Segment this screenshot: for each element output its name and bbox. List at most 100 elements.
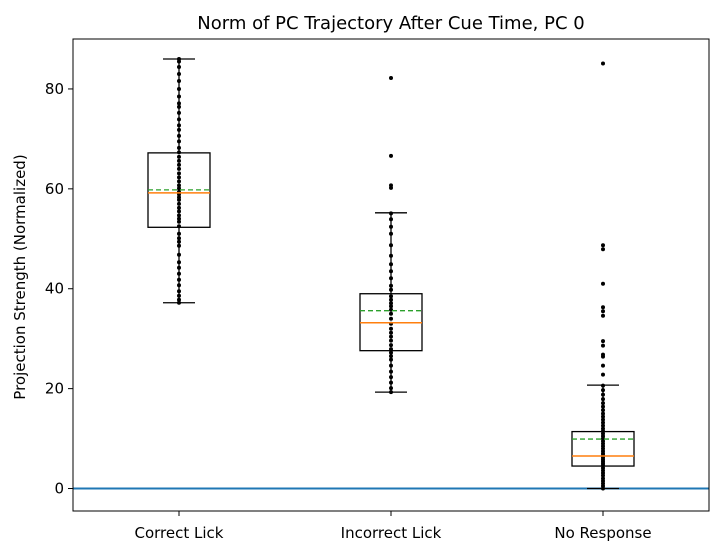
data-point <box>389 283 393 288</box>
data-point <box>177 239 181 244</box>
data-point <box>177 154 181 159</box>
data-point <box>601 476 605 481</box>
data-point <box>601 305 605 310</box>
data-point <box>177 133 181 138</box>
data-point <box>177 104 181 109</box>
chart-title: Norm of PC Trajectory After Cue Time, PC… <box>197 13 584 34</box>
data-point <box>601 388 605 393</box>
data-point <box>601 417 605 422</box>
data-point <box>389 316 393 321</box>
data-point <box>389 343 393 348</box>
data-point <box>389 183 393 188</box>
data-point <box>177 293 181 298</box>
y-tick-label: 80 <box>45 80 64 98</box>
data-point <box>389 211 393 216</box>
data-point <box>601 313 605 318</box>
data-point <box>177 71 181 76</box>
x-tick-label: Incorrect Lick <box>341 524 442 542</box>
data-point <box>601 247 605 252</box>
data-point <box>601 426 605 431</box>
axes: 0 20 40 60 80 Correct Lick Incorrect Lick No Re… <box>45 38 710 542</box>
x-tick-label: Correct Lick <box>135 524 224 542</box>
data-point <box>177 265 181 270</box>
data-point <box>177 110 181 115</box>
data-point <box>389 338 393 343</box>
y-tick-label: 60 <box>45 180 64 198</box>
data-point <box>389 231 393 236</box>
data-point <box>177 213 181 218</box>
data-point <box>177 289 181 294</box>
data-point <box>389 287 393 292</box>
data-point <box>389 347 393 352</box>
data-point <box>177 123 181 128</box>
data-point <box>389 369 393 374</box>
data-point <box>601 372 605 377</box>
data-point <box>389 243 393 248</box>
data-point <box>177 86 181 91</box>
data-point <box>601 61 605 66</box>
data-point <box>177 127 181 132</box>
box-group <box>359 75 423 395</box>
data-point <box>177 243 181 248</box>
data-point <box>389 253 393 258</box>
plot-area <box>73 56 709 491</box>
data-point <box>601 352 605 357</box>
box-group <box>147 56 211 305</box>
data-point <box>389 334 393 339</box>
data-point <box>601 397 605 402</box>
y-tick-label: 40 <box>45 280 64 298</box>
data-point <box>601 339 605 344</box>
data-point <box>177 283 181 288</box>
box-group <box>571 61 635 491</box>
data-point <box>601 420 605 425</box>
data-point <box>177 183 181 188</box>
y-axis-label: Projection Strength (Normalized) <box>11 154 29 399</box>
data-point <box>389 224 393 229</box>
data-point <box>177 150 181 155</box>
data-point <box>601 392 605 397</box>
data-point <box>389 326 393 331</box>
data-point <box>177 145 181 150</box>
data-point <box>389 386 393 391</box>
data-point <box>389 350 393 355</box>
y-tick-label: 0 <box>54 480 64 498</box>
data-point <box>389 380 393 385</box>
data-point <box>177 260 181 265</box>
data-point <box>389 390 393 395</box>
data-point <box>177 231 181 236</box>
data-point <box>177 252 181 257</box>
data-point <box>601 281 605 286</box>
data-point <box>177 94 181 99</box>
data-point <box>389 262 393 267</box>
data-point <box>177 179 181 184</box>
data-point <box>177 175 181 180</box>
data-point <box>177 56 181 61</box>
data-point <box>177 171 181 176</box>
data-point <box>177 78 181 83</box>
data-point <box>601 408 605 413</box>
data-point <box>601 363 605 368</box>
data-point <box>601 423 605 428</box>
data-point <box>601 404 605 409</box>
data-point <box>177 277 181 282</box>
data-point <box>389 294 393 299</box>
data-point <box>389 153 393 158</box>
data-point <box>389 375 393 380</box>
data-point <box>601 414 605 419</box>
data-point <box>177 236 181 241</box>
data-point <box>389 304 393 309</box>
data-point <box>177 139 181 144</box>
data-point <box>601 243 605 248</box>
data-point <box>177 162 181 167</box>
data-point <box>389 75 393 80</box>
data-point <box>177 205 181 210</box>
data-point <box>601 411 605 416</box>
data-point <box>177 166 181 171</box>
data-point <box>389 354 393 359</box>
data-point <box>389 357 393 362</box>
data-point <box>389 311 393 316</box>
data-point <box>389 301 393 306</box>
data-point <box>389 363 393 368</box>
data-point <box>389 330 393 335</box>
